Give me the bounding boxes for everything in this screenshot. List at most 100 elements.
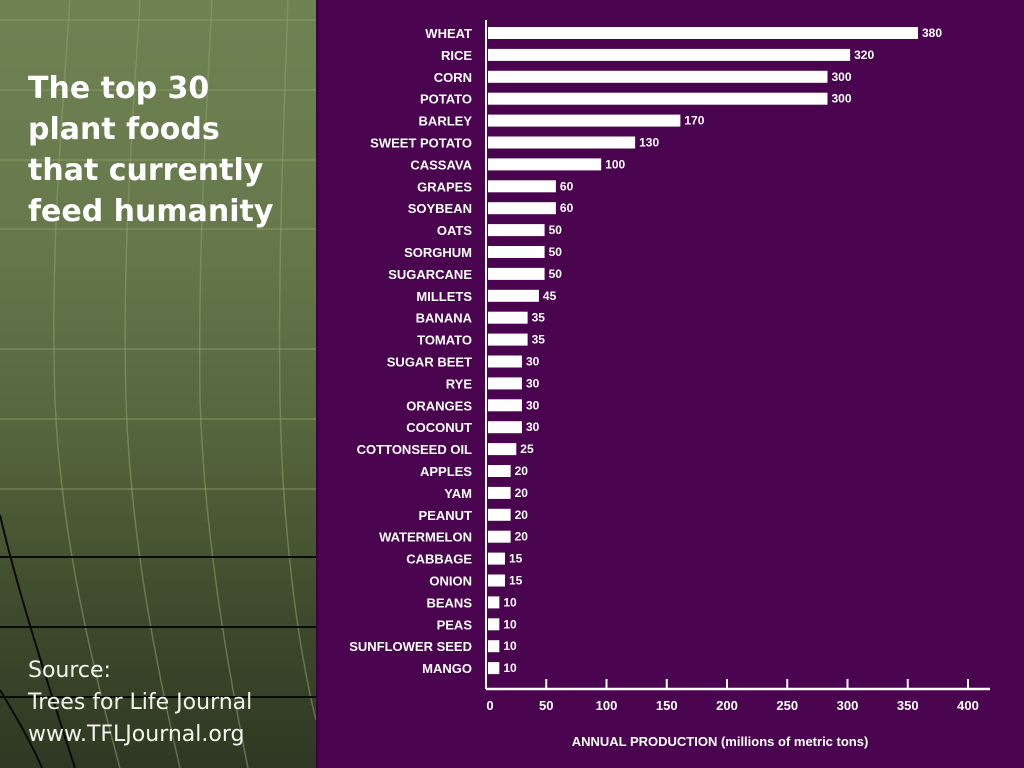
bar-row: BANANA 35 xyxy=(416,311,546,326)
category-label: SUGAR BEET xyxy=(387,355,472,370)
value-label: 10 xyxy=(503,661,517,675)
x-tick-label: 300 xyxy=(837,698,859,713)
bar xyxy=(488,267,545,280)
bar xyxy=(488,596,500,609)
category-label: POTATO xyxy=(420,92,472,107)
bar xyxy=(488,180,556,193)
value-label: 300 xyxy=(831,92,851,106)
category-label: SOYBEAN xyxy=(408,201,472,216)
category-label: CASSAVA xyxy=(410,157,472,172)
title-line: feed humanity xyxy=(28,194,274,229)
category-label: BANANA xyxy=(416,311,473,326)
bar-row: ORANGES 30 xyxy=(406,398,539,413)
bar-row: COTTONSEED OIL 25 xyxy=(357,442,534,457)
bar-row: OATS 50 xyxy=(437,223,562,238)
value-label: 170 xyxy=(684,114,704,128)
category-label: YAM xyxy=(444,486,472,501)
value-label: 300 xyxy=(831,70,851,84)
value-label: 100 xyxy=(605,157,625,171)
value-label: 20 xyxy=(515,486,529,500)
bar xyxy=(488,92,828,105)
value-label: 30 xyxy=(526,420,540,434)
bar xyxy=(488,486,511,499)
x-tick-label: 100 xyxy=(596,698,618,713)
value-label: 60 xyxy=(560,201,574,215)
bar-row: SORGHUM 50 xyxy=(404,245,562,260)
bar xyxy=(488,289,539,302)
bar-row: APPLES 20 xyxy=(420,464,528,479)
bar xyxy=(488,48,851,61)
category-label: CORN xyxy=(434,70,472,85)
bar-row: GRAPES 60 xyxy=(417,179,573,194)
category-label: OATS xyxy=(437,223,472,238)
bar-row: CABBAGE 15 xyxy=(406,552,522,567)
bar xyxy=(488,662,500,675)
value-label: 320 xyxy=(854,48,874,62)
value-label: 20 xyxy=(515,464,529,478)
bar-row: PEANUT 20 xyxy=(419,508,529,523)
value-label: 20 xyxy=(515,508,529,522)
category-label: COCONUT xyxy=(406,420,472,435)
category-label: ONION xyxy=(429,574,472,589)
chart-panel: WHEAT 380 RICE 320 CORN 300 POTATO 300 BARLEY 170… xyxy=(318,0,1024,768)
bar xyxy=(488,114,681,127)
category-label: WATERMELON xyxy=(379,530,472,545)
value-label: 10 xyxy=(503,639,517,653)
bar xyxy=(488,465,511,477)
source-citation: Source: Trees for Life Journal www.TFLJo… xyxy=(28,655,316,751)
bar-row: CASSAVA 100 xyxy=(410,157,625,172)
source-url: www.TFLJournal.org xyxy=(28,722,245,747)
bar xyxy=(488,136,636,149)
value-label: 50 xyxy=(549,245,563,259)
value-label: 60 xyxy=(560,179,574,193)
value-label: 30 xyxy=(526,355,540,369)
category-label: RYE xyxy=(446,376,473,391)
category-label: ORANGES xyxy=(406,398,472,413)
category-label: COTTONSEED OIL xyxy=(357,442,472,457)
value-label: 30 xyxy=(526,398,540,412)
bar xyxy=(488,158,602,171)
value-label: 15 xyxy=(509,574,523,588)
bar xyxy=(488,355,522,368)
bar-row: WATERMELON 20 xyxy=(379,530,528,545)
bar xyxy=(488,421,522,434)
bar xyxy=(488,618,500,631)
bar-row: BARLEY 170 xyxy=(419,114,705,129)
category-label: SUGARCANE xyxy=(388,267,472,282)
x-tick-label: 250 xyxy=(776,698,798,713)
value-label: 10 xyxy=(503,617,517,631)
bar xyxy=(488,377,522,390)
bar-row: RICE 320 xyxy=(441,48,875,63)
slide-left-panel: The top 30 plant foods that currently fe… xyxy=(0,0,316,768)
category-label: SWEET POTATO xyxy=(370,136,472,151)
x-tick-label: 350 xyxy=(897,698,919,713)
x-tick-label: 200 xyxy=(716,698,738,713)
category-label: TOMATO xyxy=(417,333,472,348)
bar-row: TOMATO 35 xyxy=(417,333,545,348)
category-label: SUNFLOWER SEED xyxy=(349,639,472,654)
category-label: PEANUT xyxy=(419,508,473,523)
bar-row: COCONUT 30 xyxy=(406,420,539,435)
bar-row: SWEET POTATO 130 xyxy=(370,136,659,151)
bar-row: SOYBEAN 60 xyxy=(408,201,574,216)
x-axis: 0 50 100 150 200 250 300 350 400 xyxy=(485,20,990,713)
bar-row: SUGAR BEET 30 xyxy=(387,355,540,370)
bar xyxy=(488,333,528,346)
bar xyxy=(488,70,828,83)
category-label: WHEAT xyxy=(425,26,472,41)
bar xyxy=(488,311,528,324)
x-tick-label: 0 xyxy=(486,698,493,713)
bar xyxy=(488,246,545,258)
value-label: 15 xyxy=(509,552,523,566)
value-label: 130 xyxy=(639,136,659,150)
bar-row: CORN 300 xyxy=(434,70,852,85)
x-tick-label: 50 xyxy=(539,698,553,713)
value-label: 50 xyxy=(549,223,563,237)
bar-row: ONION 15 xyxy=(429,574,522,589)
category-label: MANGO xyxy=(422,661,472,676)
value-label: 30 xyxy=(526,376,540,390)
source-journal: Trees for Life Journal xyxy=(28,690,253,715)
value-label: 20 xyxy=(515,530,529,544)
title-line: that currently xyxy=(28,153,264,188)
category-label: PEAS xyxy=(437,617,473,632)
